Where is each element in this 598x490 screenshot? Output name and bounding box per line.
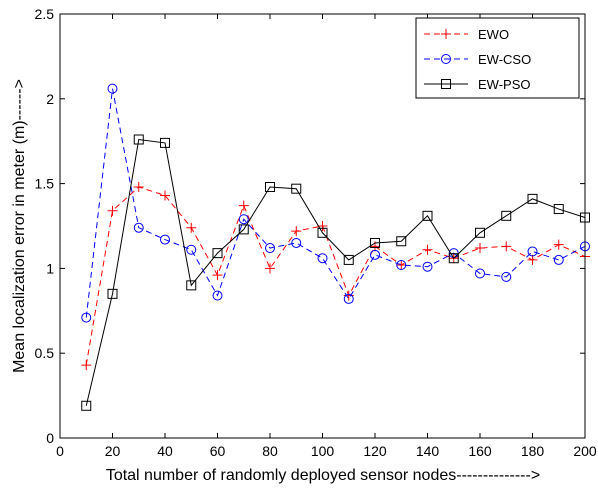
data-point xyxy=(265,243,275,254)
data-point xyxy=(160,190,170,201)
data-point xyxy=(396,260,407,271)
data-point xyxy=(553,254,564,265)
data-point xyxy=(370,237,380,248)
series-layer xyxy=(81,83,590,411)
x-tick-label: 160 xyxy=(468,443,492,459)
data-point xyxy=(422,244,433,255)
data-point xyxy=(265,181,275,192)
data-point xyxy=(160,234,170,245)
legend: EWO EW-CSO EW-PSO xyxy=(415,17,580,99)
legend-marker xyxy=(441,29,451,39)
axes-layer: 0 20 40 60 80 100 120 140 160 180 200 0 0.5 1 1.5 2 2.5 xyxy=(35,6,597,459)
data-point xyxy=(553,239,564,250)
data-point xyxy=(527,254,538,265)
data-point xyxy=(343,254,354,265)
data-point xyxy=(553,204,564,215)
x-tick-label: 80 xyxy=(262,443,278,459)
data-point xyxy=(475,268,485,279)
y-tick-label: 1.5 xyxy=(35,176,55,192)
data-point xyxy=(238,200,249,211)
data-point xyxy=(212,270,223,281)
data-point xyxy=(133,134,144,145)
y-axis-label: Mean localization error in meter (m)----… xyxy=(11,79,28,373)
x-axis-label: Total number of randomly deployed sensor… xyxy=(106,467,540,484)
data-point xyxy=(133,181,144,192)
data-point xyxy=(475,243,485,254)
legend-item-ew-pso: EW-PSO xyxy=(424,77,531,92)
data-point xyxy=(448,253,459,264)
legend-marker xyxy=(441,54,451,64)
y-tick-label: 0 xyxy=(46,430,54,446)
data-point xyxy=(107,205,118,216)
data-point xyxy=(81,400,92,411)
x-tick-label: 0 xyxy=(56,443,64,459)
y-tick-label: 2.5 xyxy=(35,6,55,22)
data-point xyxy=(475,227,485,238)
data-point xyxy=(81,360,92,371)
data-point xyxy=(291,237,302,248)
x-tick-label: 40 xyxy=(157,443,173,459)
data-point xyxy=(317,253,328,264)
data-point xyxy=(370,249,380,260)
data-point xyxy=(238,224,249,235)
x-tick-label: 20 xyxy=(105,443,121,459)
data-point xyxy=(422,261,433,272)
x-tick-label: 200 xyxy=(573,443,597,459)
data-point xyxy=(396,236,407,247)
data-point xyxy=(212,290,223,301)
data-point xyxy=(186,244,197,255)
data-point xyxy=(133,222,144,233)
data-point xyxy=(422,210,433,221)
y-tick-label: 0.5 xyxy=(35,345,55,361)
legend-item-ew-cso: EW-CSO xyxy=(424,52,531,67)
data-point xyxy=(265,263,275,274)
data-point xyxy=(343,293,354,304)
data-point xyxy=(527,193,538,204)
data-point xyxy=(317,227,328,238)
data-point xyxy=(186,280,197,291)
data-point xyxy=(107,83,118,94)
data-point xyxy=(396,260,407,271)
data-point xyxy=(291,226,302,237)
series-ewo xyxy=(81,181,590,371)
legend-label: EW-CSO xyxy=(478,52,531,67)
legend-marker xyxy=(441,79,451,89)
legend-box xyxy=(415,17,580,99)
legend-label: EWO xyxy=(478,27,509,42)
y-tick-label: 2 xyxy=(46,91,54,107)
x-tick-label: 180 xyxy=(521,443,545,459)
data-point xyxy=(186,222,197,233)
data-point xyxy=(160,137,170,148)
series-ew-pso xyxy=(81,134,590,411)
data-point xyxy=(81,312,92,323)
data-point xyxy=(212,248,223,259)
data-point xyxy=(501,210,512,221)
data-point xyxy=(238,214,249,225)
data-point xyxy=(291,183,302,194)
legend-item-ewo: EWO xyxy=(424,27,509,42)
data-point xyxy=(501,241,512,252)
data-point xyxy=(107,288,118,299)
x-tick-label: 140 xyxy=(416,443,440,459)
legend-label: EW-PSO xyxy=(478,77,531,92)
x-tick-label: 120 xyxy=(363,443,387,459)
data-point xyxy=(501,271,512,282)
data-point xyxy=(527,246,538,257)
x-tick-label: 60 xyxy=(210,443,226,459)
x-tick-label: 100 xyxy=(311,443,335,459)
y-tick-label: 1 xyxy=(46,260,54,276)
data-point xyxy=(317,221,328,231)
